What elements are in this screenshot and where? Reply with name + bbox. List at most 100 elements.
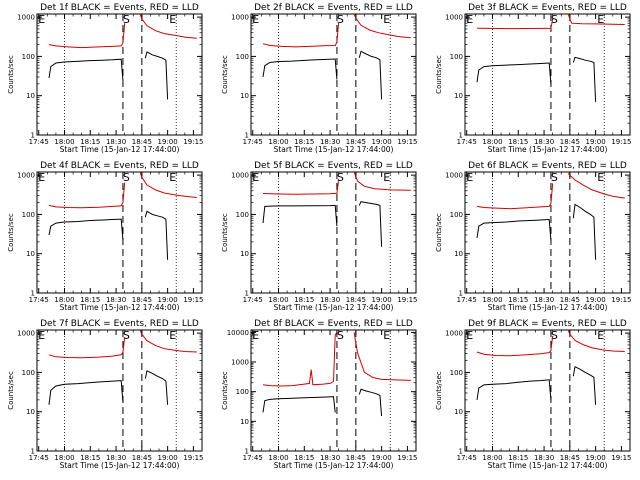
- y-tick-label: 1: [31, 132, 35, 140]
- plot-frame: [464, 329, 631, 452]
- x-tick-label: 19:15: [397, 296, 417, 304]
- x-tick-label: 18:45: [560, 454, 580, 462]
- chart-title: Det 2f BLACK = Events, RED = LLD: [254, 3, 413, 13]
- chart-panel-2: Det 2f BLACK = Events, RED = LLD 1 10 100 10…: [221, 3, 418, 154]
- series-line-events: [476, 62, 552, 84]
- series-line-lld: [353, 332, 411, 381]
- x-tick-label: 18:00: [482, 454, 502, 462]
- x-tick-label: 17:45: [457, 296, 477, 304]
- marker-label-e: E: [169, 329, 176, 342]
- series-line-lld: [476, 183, 554, 210]
- series-line-lld: [567, 13, 625, 25]
- y-tick-label: 10: [454, 250, 463, 258]
- x-tick-label: 18:00: [482, 138, 502, 146]
- marker-label-s: S: [337, 171, 344, 184]
- x-tick-label: 17:45: [243, 138, 263, 146]
- x-tick-label: 18:15: [508, 454, 528, 462]
- y-tick-label: 1000: [445, 172, 463, 180]
- marker-label-s: S: [123, 13, 130, 26]
- y-tick-label: 10: [454, 92, 463, 100]
- marker-label-s: S: [123, 329, 130, 342]
- marker-label-e: E: [383, 13, 390, 26]
- marker-label-e: E: [252, 171, 259, 184]
- y-tick-label: 1000: [231, 359, 249, 367]
- y-tick-label: 1000: [17, 14, 35, 22]
- y-tick-label: 1: [459, 132, 463, 140]
- marker-label-e: E: [597, 329, 604, 342]
- series-line-events: [262, 204, 338, 227]
- x-tick-label: 18:45: [560, 296, 580, 304]
- x-tick-label: 19:00: [158, 296, 178, 304]
- x-axis-label: Start Time (15-Jan-12 17:44:00): [274, 303, 394, 312]
- marker-label-e: E: [38, 329, 45, 342]
- y-axis-label: Counts/sec: [435, 213, 443, 252]
- series-line-events: [144, 51, 169, 100]
- x-tick-label: 18:45: [346, 138, 366, 146]
- series-line-events: [358, 201, 383, 247]
- series-line-events: [144, 210, 169, 260]
- chart-panel-8: Det 8f BLACK = Events, RED = LLD 1 10 100 10…: [221, 319, 418, 470]
- x-tick-label: 18:00: [482, 296, 502, 304]
- series-line-events: [358, 50, 383, 100]
- series-line-events: [572, 203, 597, 260]
- x-tick-label: 18:15: [80, 138, 100, 146]
- series-line-events: [572, 365, 597, 405]
- x-tick-label: 19:00: [586, 138, 606, 146]
- series-line-lld: [48, 336, 126, 359]
- x-tick-label: 19:00: [372, 296, 392, 304]
- chart-title: Det 1f BLACK = Events, RED = LLD: [40, 3, 199, 13]
- y-tick-label: 1000: [17, 330, 35, 338]
- plot-frame: [250, 171, 417, 294]
- series-line-lld: [139, 329, 197, 353]
- x-tick-label: 19:15: [397, 138, 417, 146]
- y-tick-label: 10: [454, 408, 463, 416]
- y-tick-label: 1000: [231, 14, 249, 22]
- y-tick-label: 1000: [231, 172, 249, 180]
- marker-label-e: E: [466, 329, 473, 342]
- plot-frame: [250, 13, 417, 136]
- chart-panel-1: Det 1f BLACK = Events, RED = LLD 1 10 100 10…: [7, 3, 204, 154]
- x-tick-label: 19:15: [397, 454, 417, 462]
- y-tick-label: 100: [236, 388, 249, 396]
- chart-panel-6: Det 6f BLACK = Events, RED = LLD 1 10 100 10…: [435, 161, 632, 312]
- marker-label-e: E: [597, 13, 604, 26]
- x-tick-label: 19:15: [183, 138, 203, 146]
- y-tick-label: 1000: [445, 330, 463, 338]
- marker-label-e: E: [169, 13, 176, 26]
- y-tick-label: 10: [26, 92, 35, 100]
- x-tick-label: 17:45: [243, 454, 263, 462]
- series-line-events: [572, 56, 597, 102]
- x-tick-label: 18:45: [560, 138, 580, 146]
- plot-frame: [36, 171, 203, 294]
- series-line-lld: [262, 332, 338, 387]
- y-tick-label: 1: [31, 448, 35, 456]
- series-line-events: [262, 58, 338, 80]
- y-tick-label: 1: [459, 448, 463, 456]
- y-tick-label: 100: [22, 369, 35, 377]
- x-tick-label: 18:30: [320, 296, 340, 304]
- chart-panel-7: Det 7f BLACK = Events, RED = LLD 1 10 100 10…: [7, 319, 204, 470]
- x-tick-label: 18:00: [268, 454, 288, 462]
- series-line-lld: [48, 23, 126, 49]
- series-line-events: [476, 218, 552, 241]
- x-axis-label: Start Time (15-Jan-12 17:44:00): [488, 145, 608, 154]
- x-tick-label: 18:15: [294, 296, 314, 304]
- y-tick-label: 1000: [17, 172, 35, 180]
- marker-label-e: E: [466, 171, 473, 184]
- chart-panel-9: Det 9f BLACK = Events, RED = LLD 1 10 100 10…: [435, 319, 632, 470]
- plot-frame: [464, 13, 631, 136]
- x-tick-label: 18:15: [294, 138, 314, 146]
- x-tick-label: 18:30: [106, 454, 126, 462]
- x-axis-label: Start Time (15-Jan-12 17:44:00): [60, 461, 180, 470]
- y-axis-label: Counts/sec: [435, 55, 443, 94]
- marker-label-s: S: [337, 13, 344, 26]
- chart-title: Det 6f BLACK = Events, RED = LLD: [468, 161, 627, 171]
- x-tick-label: 18:15: [294, 454, 314, 462]
- y-tick-label: 1: [459, 290, 463, 298]
- x-axis-label: Start Time (15-Jan-12 17:44:00): [274, 461, 394, 470]
- y-tick-label: 10: [240, 250, 249, 258]
- x-tick-label: 17:45: [29, 296, 49, 304]
- x-tick-label: 19:00: [158, 138, 178, 146]
- marker-label-s: S: [337, 329, 344, 342]
- x-axis-label: Start Time (15-Jan-12 17:44:00): [60, 145, 180, 154]
